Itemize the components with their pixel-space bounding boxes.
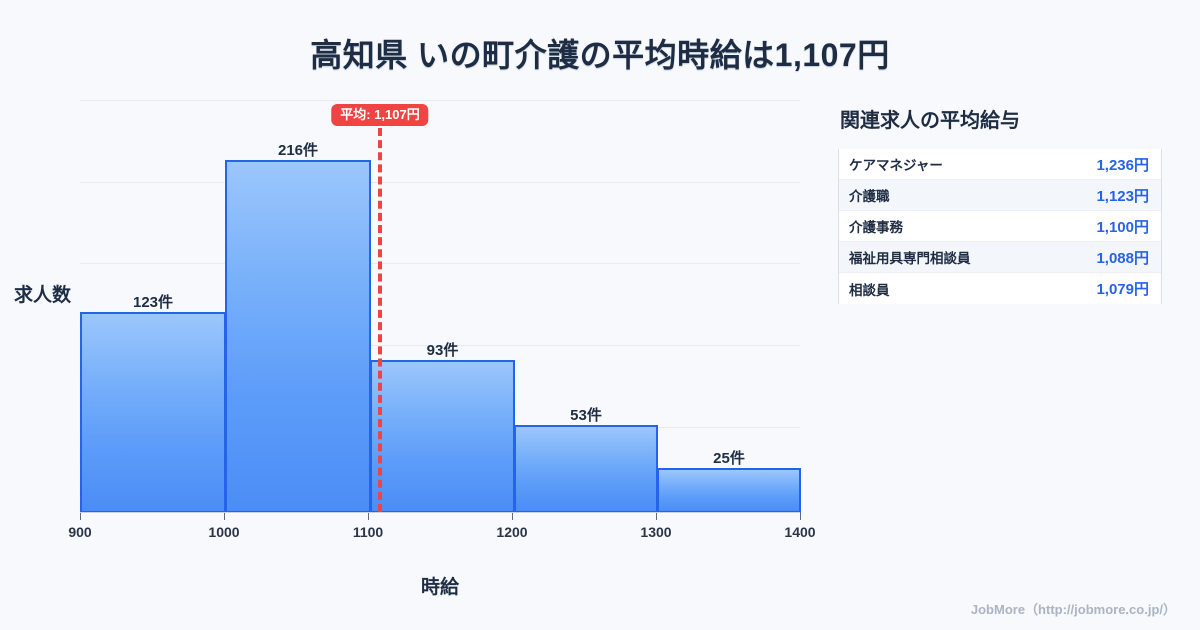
wage-value: 1,100円 bbox=[1096, 218, 1149, 236]
bar-1100-1200[interactable] bbox=[370, 360, 515, 513]
page-title: 高知県 いの町介護の平均時給は1,107円 bbox=[310, 37, 890, 73]
x-tick bbox=[656, 513, 657, 520]
table-row[interactable]: 福祉用具専門相談員 1,088円 bbox=[839, 242, 1161, 273]
related-wages-panel: 関連求人の平均給与 ケアマネジャー 1,236円 介護職 1,123円 介護事務… bbox=[838, 104, 1162, 304]
x-tick-label: 1100 bbox=[352, 524, 384, 540]
bar-value-label: 93件 bbox=[426, 342, 459, 359]
bar-value-label: 53件 bbox=[570, 407, 602, 424]
y-axis-title: 求人数 bbox=[14, 285, 72, 306]
x-tick bbox=[800, 513, 801, 520]
job-title: 福祉用具専門相談員 bbox=[849, 251, 971, 266]
bar-value-label: 216件 bbox=[277, 142, 319, 159]
x-tick-label: 1200 bbox=[496, 524, 528, 540]
x-tick-label: 1000 bbox=[208, 524, 240, 540]
x-tick bbox=[368, 513, 369, 520]
x-tick bbox=[224, 513, 225, 520]
gridline bbox=[80, 100, 800, 101]
x-tick bbox=[512, 513, 513, 520]
job-title: 相談員 bbox=[849, 282, 890, 298]
bar-1200-1300[interactable] bbox=[514, 425, 658, 513]
footer-credit: JobMore（http://jobmore.co.jp/） bbox=[970, 602, 1176, 617]
x-tick bbox=[80, 513, 81, 520]
table-row[interactable]: 介護事務 1,100円 bbox=[839, 211, 1161, 242]
gridline bbox=[80, 263, 800, 264]
bar-value-label: 25件 bbox=[713, 450, 745, 467]
related-wages-title: 関連求人の平均給与 bbox=[840, 110, 1020, 132]
x-tick-label: 1400 bbox=[784, 524, 816, 540]
x-tick-label: 1300 bbox=[640, 524, 672, 540]
x-axis-title: 時給 bbox=[420, 577, 459, 598]
bar-1300-1400[interactable] bbox=[657, 468, 801, 513]
gridline bbox=[80, 182, 800, 183]
bar-1000-1100[interactable] bbox=[225, 160, 371, 513]
table-row[interactable]: 介護職 1,123円 bbox=[839, 180, 1161, 211]
job-title: ケアマネジャー bbox=[849, 158, 943, 173]
bar-900-1000[interactable] bbox=[80, 312, 226, 513]
job-title: 介護職 bbox=[849, 189, 890, 204]
bar-value-label: 123件 bbox=[132, 294, 174, 311]
wage-value: 1,088円 bbox=[1096, 249, 1149, 267]
x-axis-line bbox=[80, 512, 800, 513]
wage-value: 1,123円 bbox=[1096, 187, 1149, 205]
table-row[interactable]: ケアマネジャー 1,236円 bbox=[839, 149, 1161, 180]
average-badge: 平均: 1,107円 bbox=[331, 104, 429, 126]
wage-value: 1,079円 bbox=[1096, 281, 1149, 298]
gridline bbox=[80, 345, 800, 346]
x-tick-label: 900 bbox=[68, 524, 92, 540]
table-row[interactable]: 相談員 1,079円 bbox=[839, 273, 1161, 304]
wage-value: 1,236円 bbox=[1096, 156, 1149, 174]
job-title: 介護事務 bbox=[849, 220, 903, 235]
average-line bbox=[378, 128, 382, 512]
related-wages-table: ケアマネジャー 1,236円 介護職 1,123円 介護事務 1,100円 福祉… bbox=[838, 149, 1162, 304]
